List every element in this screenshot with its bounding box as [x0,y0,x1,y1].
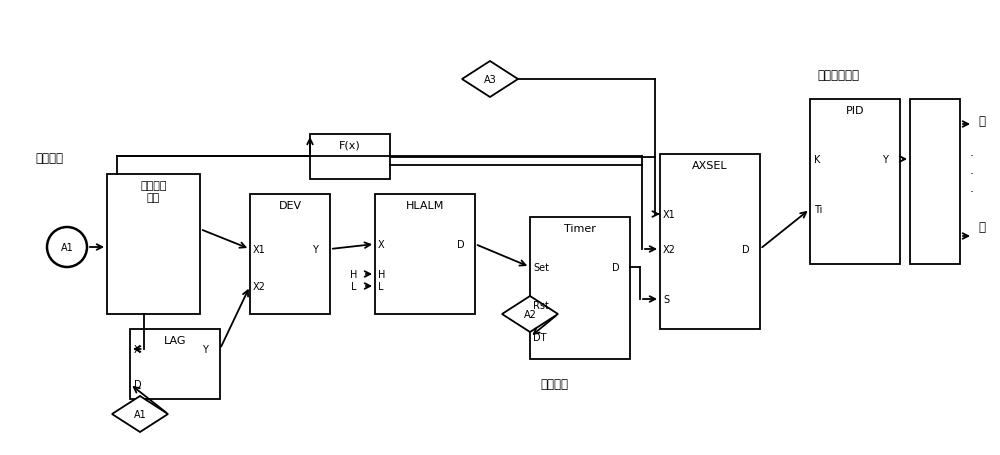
Bar [375,195,475,314]
Text: Y: Y [312,244,318,254]
Text: D: D [612,263,620,273]
Text: A1: A1 [134,409,146,419]
Text: F(x): F(x) [339,141,361,151]
Text: 风: 风 [978,115,985,128]
Bar [250,195,330,314]
Bar [810,100,900,264]
Text: 信号采集
模块: 信号采集 模块 [140,181,167,203]
Text: PID: PID [846,106,864,116]
Text: 滞后置位: 滞后置位 [540,377,568,390]
Text: X1: X1 [253,244,266,254]
Text: ·
·
·: · · · [970,150,974,199]
Text: LAG: LAG [164,335,186,345]
Text: D: D [134,379,142,389]
Bar [310,135,390,180]
Text: Y: Y [882,155,888,165]
Text: 煤: 煤 [978,221,985,234]
Text: Rst: Rst [533,300,549,310]
Circle shape [47,228,87,268]
Text: Set: Set [533,263,549,273]
Text: X2: X2 [663,244,676,254]
Bar [660,155,760,329]
Text: DT: DT [533,332,546,342]
Polygon shape [502,296,558,332]
Text: S: S [663,294,669,304]
Bar [130,329,220,399]
Text: X2: X2 [253,281,266,291]
Text: A3: A3 [484,75,496,85]
Text: Ti: Ti [814,205,822,214]
Text: A2: A2 [524,309,536,319]
Polygon shape [462,62,518,98]
Bar [530,217,630,359]
Text: HLALM: HLALM [406,201,444,211]
Bar [910,100,960,264]
Text: Timer: Timer [564,223,596,233]
Text: AXSEL: AXSEL [692,161,728,171]
Text: 负荷指令: 负荷指令 [35,152,63,165]
Polygon shape [112,396,168,432]
Text: DEV: DEV [278,201,302,211]
Text: H: H [350,269,357,279]
Text: X: X [378,239,385,249]
Text: X1: X1 [663,210,676,219]
Text: L: L [352,281,357,291]
Text: D: D [742,244,750,254]
Text: X: X [134,344,141,354]
Text: 锅炉主控制器: 锅炉主控制器 [817,69,859,82]
Bar [107,175,200,314]
Text: D: D [457,239,465,249]
Text: K: K [814,155,820,165]
Text: H: H [378,269,385,279]
Text: L: L [378,281,384,291]
Text: Y: Y [202,344,208,354]
Text: A1: A1 [61,243,73,253]
